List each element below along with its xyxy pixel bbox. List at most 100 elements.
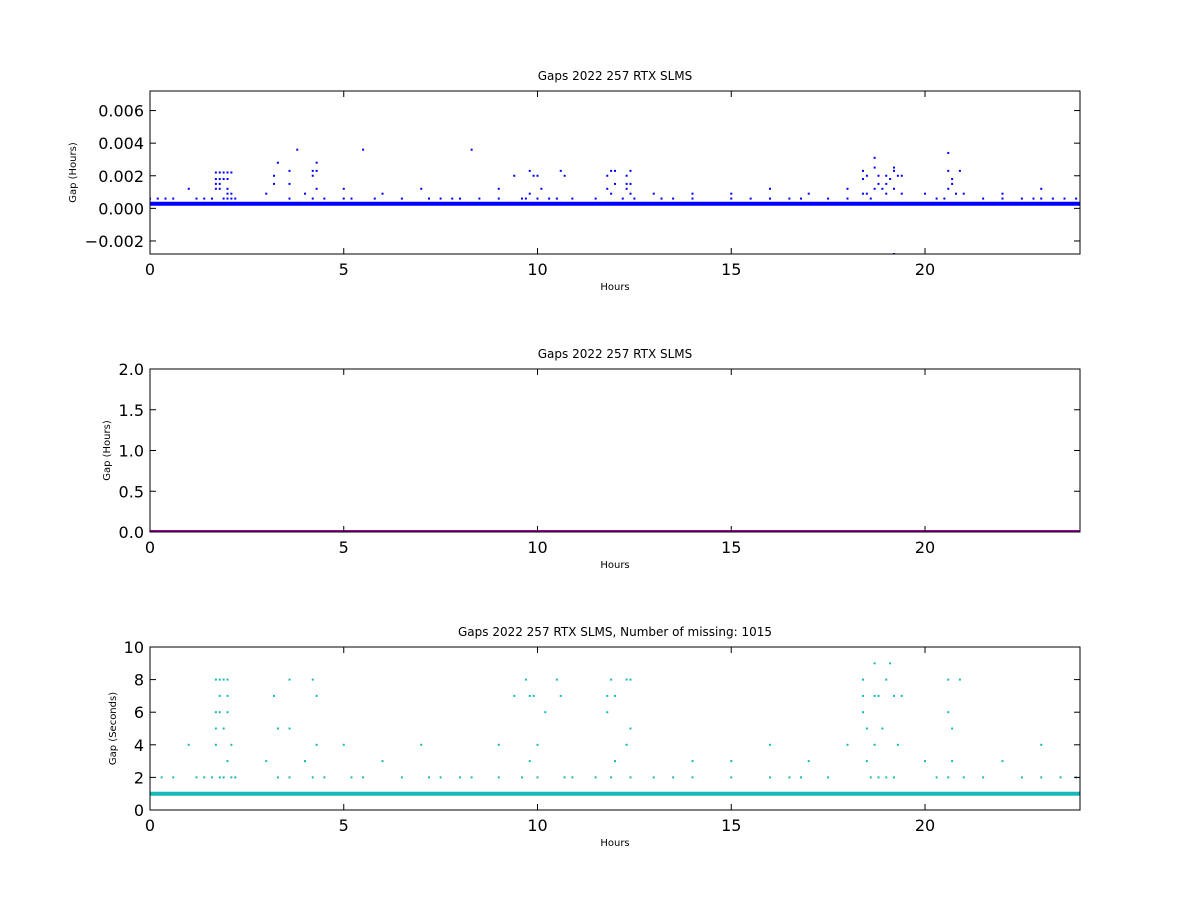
data-point bbox=[865, 174, 868, 177]
data-point bbox=[226, 178, 229, 181]
data-point bbox=[222, 727, 225, 730]
chart-top: 0 5 10 15 20 −0.002 0.000 0.002 0.004 0.006 Gaps 2… bbox=[68, 69, 1081, 293]
data-point bbox=[846, 187, 849, 190]
data-point bbox=[563, 174, 566, 177]
y-axis-label: Gap (Hours) bbox=[68, 142, 79, 203]
data-point bbox=[621, 197, 624, 200]
data-point bbox=[203, 197, 206, 200]
data-point bbox=[342, 197, 345, 200]
data-point bbox=[862, 169, 864, 172]
data-point bbox=[1040, 187, 1043, 190]
data-point bbox=[873, 662, 876, 665]
data-point bbox=[893, 169, 895, 172]
data-point bbox=[943, 197, 946, 200]
data-point bbox=[893, 187, 895, 190]
data-point bbox=[881, 187, 884, 190]
data-point bbox=[532, 694, 535, 697]
data-point bbox=[610, 776, 613, 779]
data-point bbox=[559, 694, 562, 697]
data-point bbox=[982, 776, 985, 779]
data-point bbox=[873, 694, 876, 697]
data-point bbox=[606, 174, 609, 177]
data-point bbox=[947, 678, 950, 681]
data-point bbox=[265, 760, 268, 763]
data-point bbox=[528, 760, 531, 763]
data-point bbox=[311, 776, 314, 779]
data-point bbox=[955, 192, 957, 195]
data-point bbox=[951, 760, 954, 763]
data-point bbox=[672, 776, 675, 779]
data-point bbox=[203, 776, 206, 779]
data-point bbox=[951, 727, 954, 730]
data-point bbox=[536, 174, 539, 177]
data-point bbox=[222, 178, 225, 181]
data-point bbox=[962, 776, 965, 779]
data-point bbox=[214, 743, 217, 746]
data-point bbox=[877, 174, 880, 177]
data-point bbox=[629, 182, 632, 185]
data-point bbox=[478, 197, 481, 200]
data-point bbox=[288, 182, 291, 185]
data-point bbox=[497, 187, 500, 190]
data-point bbox=[276, 776, 279, 779]
data-point bbox=[846, 743, 849, 746]
data-point bbox=[273, 694, 275, 697]
data-point bbox=[276, 727, 279, 730]
data-point bbox=[311, 197, 314, 200]
data-point bbox=[625, 182, 628, 185]
data-point bbox=[288, 169, 291, 172]
data-point bbox=[226, 711, 229, 714]
data-point bbox=[544, 711, 547, 714]
data-point bbox=[540, 187, 543, 190]
y-axis-label: Gap (Seconds) bbox=[108, 692, 119, 765]
data-point bbox=[606, 187, 609, 190]
y-tick-label: 2 bbox=[134, 768, 144, 787]
data-point bbox=[610, 192, 613, 195]
data-point bbox=[900, 174, 903, 177]
data-point bbox=[951, 182, 954, 185]
data-point bbox=[323, 197, 326, 200]
data-point bbox=[862, 694, 864, 697]
data-point bbox=[749, 197, 752, 200]
data-point bbox=[195, 197, 198, 200]
data-point bbox=[869, 776, 872, 779]
data-point bbox=[304, 192, 306, 195]
data-point bbox=[947, 776, 950, 779]
data-point bbox=[800, 776, 802, 779]
data-point bbox=[652, 776, 655, 779]
chart-title: Gaps 2022 257 RTX SLMS bbox=[538, 347, 693, 361]
y-tick-label: −0.002 bbox=[85, 232, 144, 251]
data-point bbox=[222, 197, 225, 200]
data-point bbox=[865, 760, 868, 763]
data-point bbox=[924, 760, 926, 763]
y-tick-label: 0.006 bbox=[98, 102, 144, 121]
data-point bbox=[1075, 197, 1078, 200]
data-point bbox=[896, 174, 899, 177]
x-tick-label: 0 bbox=[145, 260, 155, 279]
data-point bbox=[362, 148, 365, 151]
data-point bbox=[865, 192, 868, 195]
data-point bbox=[862, 678, 864, 681]
data-point bbox=[614, 760, 616, 763]
data-point bbox=[900, 192, 903, 195]
data-point bbox=[315, 743, 318, 746]
data-point bbox=[296, 148, 299, 151]
data-point bbox=[548, 197, 551, 200]
data-point bbox=[214, 711, 217, 714]
data-point bbox=[532, 174, 535, 177]
data-point bbox=[730, 197, 733, 200]
data-point bbox=[536, 197, 539, 200]
data-point bbox=[788, 776, 791, 779]
data-point bbox=[470, 776, 473, 779]
y-tick-label: 8 bbox=[134, 671, 144, 690]
data-point bbox=[536, 776, 539, 779]
data-point bbox=[218, 776, 221, 779]
data-point bbox=[629, 169, 632, 172]
chart-title: Gaps 2022 257 RTX SLMS, Number of missin… bbox=[458, 625, 772, 639]
axes-frame bbox=[149, 646, 1081, 811]
data-point bbox=[226, 171, 229, 174]
data-point bbox=[218, 171, 221, 174]
data-point bbox=[311, 169, 314, 172]
data-point bbox=[288, 678, 291, 681]
data-point bbox=[614, 182, 616, 185]
